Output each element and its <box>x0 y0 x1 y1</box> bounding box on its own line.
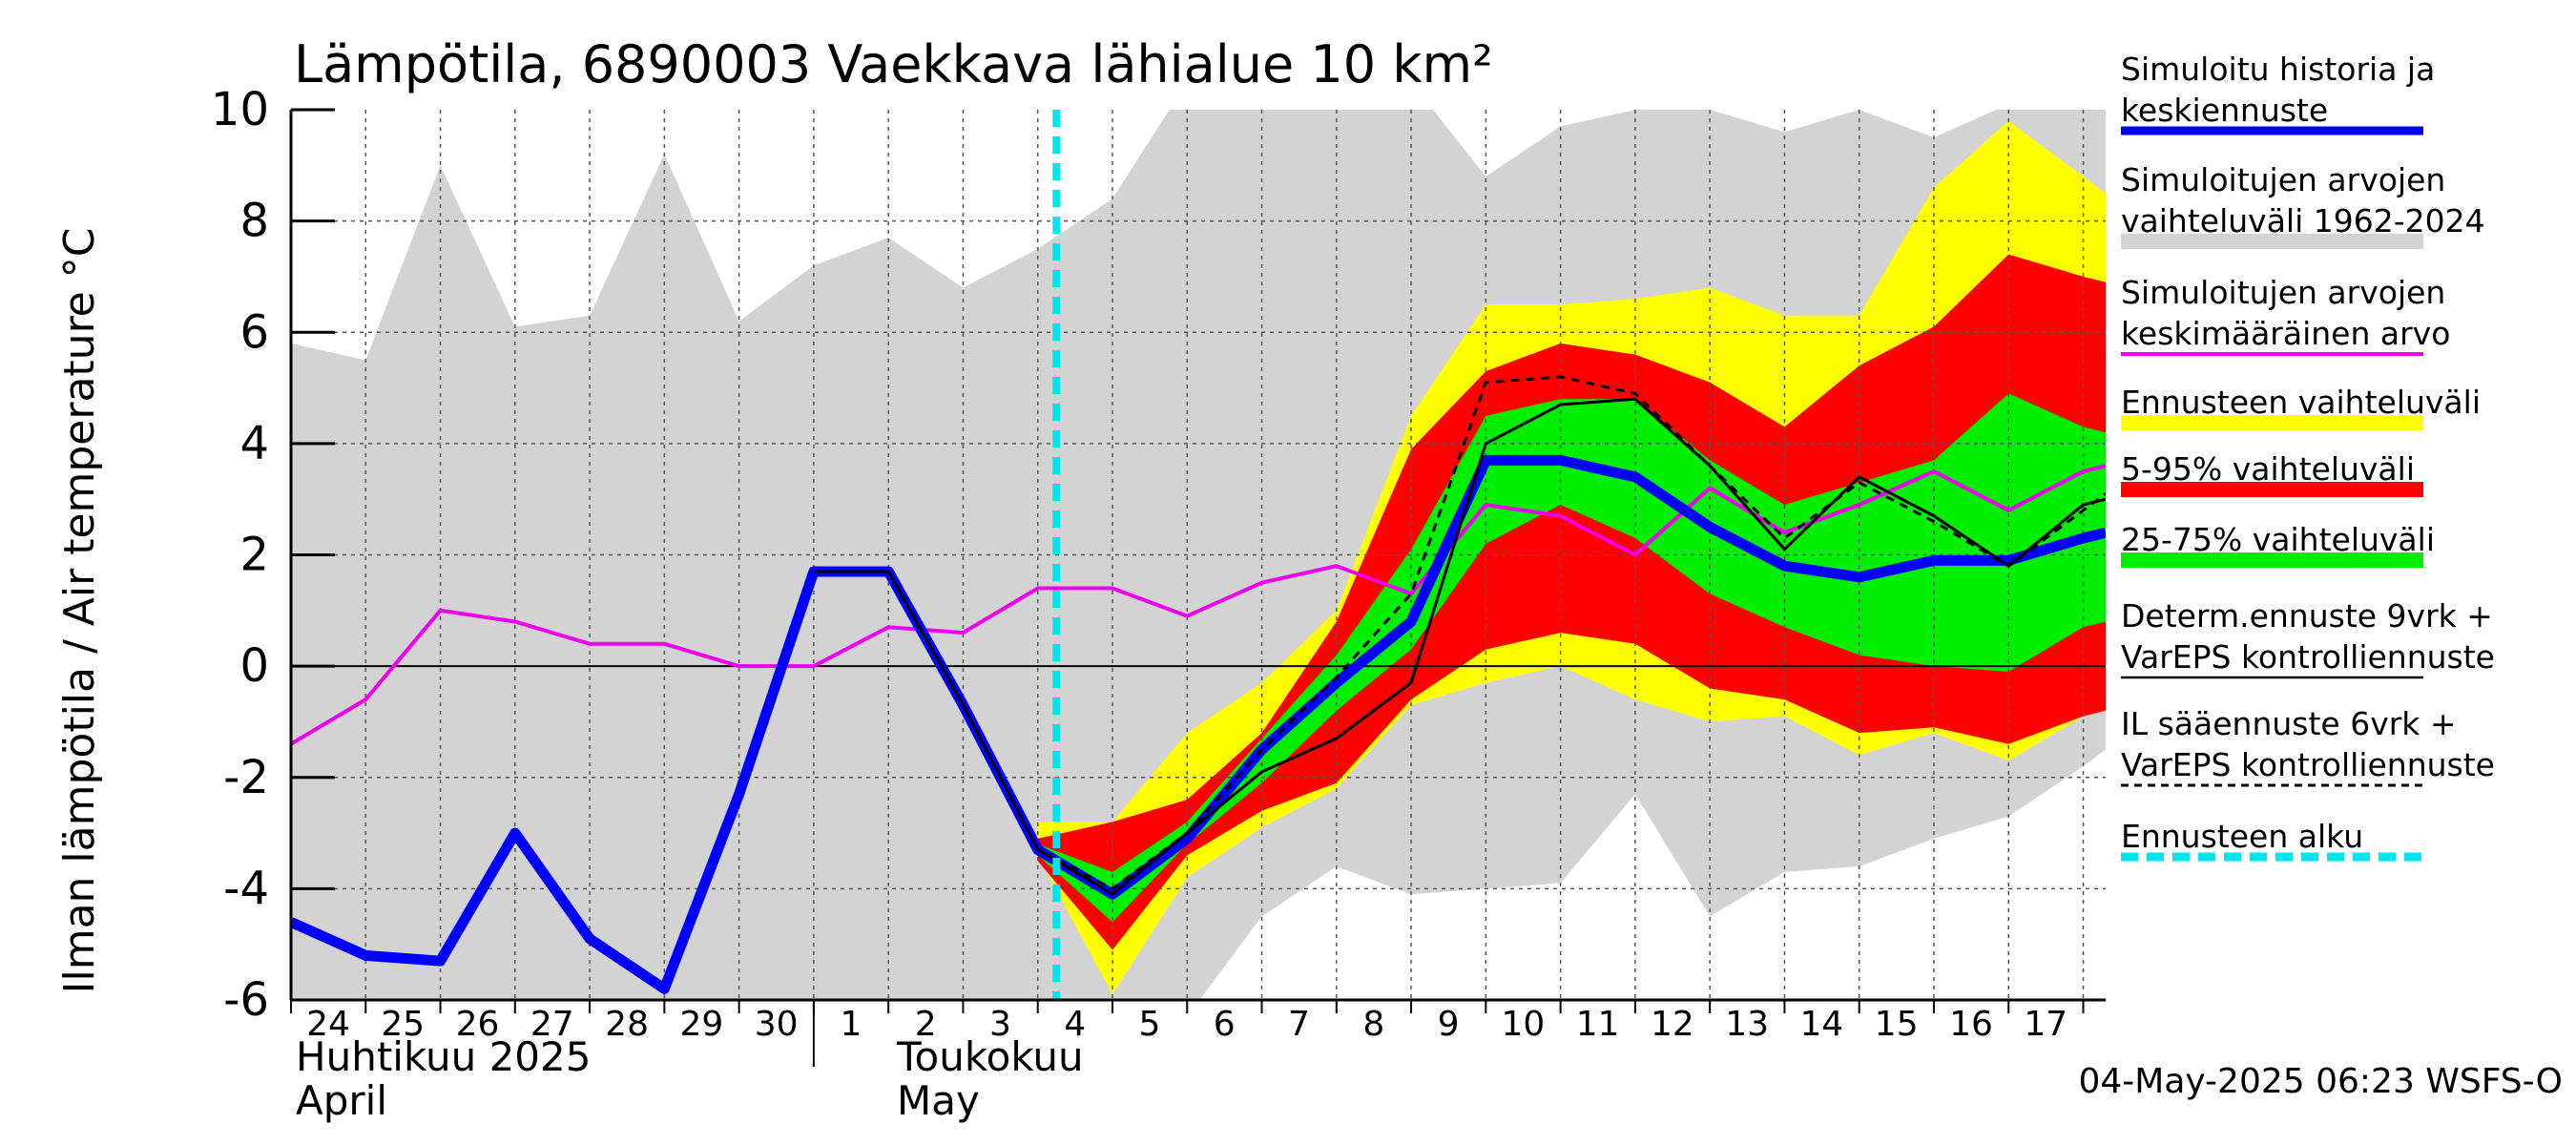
x-tick-label: 29 <box>679 1005 723 1044</box>
legend-item: Ennusteen vaihteluväli <box>2121 384 2481 430</box>
x-tick-label: 12 <box>1651 1005 1694 1044</box>
il-forecast-line <box>813 375 2106 891</box>
legend: Simuloitu historia jakeskiennusteSimuloi… <box>2121 51 2495 862</box>
month-label-april-en: April <box>296 1077 387 1124</box>
x-tick-label: 7 <box>1288 1005 1310 1044</box>
legend-label: IL sääennuste 6vrk + <box>2121 705 2457 742</box>
x-tick-label: 15 <box>1875 1005 1919 1044</box>
legend-swatch <box>2121 234 2423 249</box>
grid-layer <box>291 110 2106 1000</box>
footer-timestamp: 04-May-2025 06:23 WSFS-O <box>2078 1062 2563 1101</box>
x-tick-label: 28 <box>605 1005 649 1044</box>
x-tick-label: 14 <box>1800 1005 1844 1044</box>
legend-label: Simuloitujen arvojen <box>2121 161 2445 198</box>
x-tick-label: 3 <box>989 1005 1011 1044</box>
x-tick-label: 17 <box>2024 1005 2067 1044</box>
y-tick-label: 2 <box>239 529 269 582</box>
legend-item: Ennusteen alku <box>2121 818 2423 862</box>
y-tick-label: 8 <box>239 195 269 248</box>
legend-item: 5-95% vaihteluväli <box>2121 450 2423 497</box>
x-tick-label: 6 <box>1214 1005 1236 1044</box>
legend-label: 5-95% vaihteluväli <box>2121 450 2415 488</box>
y-tick-label: 0 <box>239 639 269 693</box>
lines-layer <box>291 110 2106 1000</box>
chart-title: Lämpötila, 6890003 Vaekkava lähialue 10 … <box>294 34 1493 94</box>
legend-item: Simuloitujen arvojen vaihteluväli 1962-20… <box>2121 161 2485 249</box>
x-tick-label: 13 <box>1725 1005 1769 1044</box>
plot-area <box>289 110 2106 1002</box>
legend-label: vaihteluväli 1962-2024 <box>2121 202 2485 239</box>
month-label-april-fi: Huhtikuu 2025 <box>296 1033 591 1080</box>
month-label-may-en: May <box>897 1077 980 1124</box>
legend-label: VarEPS kontrolliennuste <box>2121 746 2495 783</box>
legend-item: Simuloitu historia ja keskiennuste <box>2121 51 2435 135</box>
median-line <box>291 454 2106 994</box>
legend-swatch <box>2121 482 2423 497</box>
y-tick-label: 6 <box>239 305 269 359</box>
legend-item: IL sääennuste 6vrk + VarEPS kontrollienn… <box>2121 705 2495 787</box>
x-tick-label: 4 <box>1064 1005 1086 1044</box>
mean-line <box>291 464 2106 746</box>
y-tick-label: -4 <box>223 862 269 915</box>
p25-75-band <box>1037 393 2106 923</box>
y-tick-label: 10 <box>211 83 269 136</box>
p5-95-band <box>1037 254 2106 950</box>
legend-label: 25-75% vaihteluväli <box>2121 521 2435 558</box>
month-label-may-fi: Toukokuu <box>896 1033 1084 1080</box>
x-tick-label: 2 <box>915 1005 937 1044</box>
legend-label: keskimääräinen arvo <box>2121 315 2450 352</box>
x-tick-label: 16 <box>1949 1005 1993 1044</box>
y-axis: -6 -4 -2 0 2 4 6 8 10 <box>211 83 335 1027</box>
x-tick-label: 5 <box>1139 1005 1161 1044</box>
legend-label: Determ.ennuste 9vrk + <box>2121 597 2493 635</box>
x-tick-label: 1 <box>840 1005 862 1044</box>
x-axis: 24 25 26 27 28 29 30 1 2 3 4 5 6 7 8 9 10 11 12 13 14 15 16 17 <box>290 1000 2085 1067</box>
legend-label: Simuloitu historia ja <box>2121 51 2435 88</box>
x-tick-label: 9 <box>1438 1005 1460 1044</box>
y-tick-label: -2 <box>223 751 269 804</box>
x-tick-label: 27 <box>530 1005 574 1044</box>
determ-forecast-line <box>813 397 2106 897</box>
legend-label: Ennusteen alku <box>2121 818 2363 855</box>
legend-item: Simuloitujen arvojen keskimääräinen arvo <box>2121 274 2450 356</box>
x-tick-label: 10 <box>1501 1005 1545 1044</box>
x-tick-label: 25 <box>381 1005 425 1044</box>
x-tick-label: 11 <box>1576 1005 1620 1044</box>
legend-label: keskiennuste <box>2121 92 2328 129</box>
x-tick-label: 8 <box>1362 1005 1384 1044</box>
month-labels: Huhtikuu 2025 April Toukokuu May <box>296 1033 1084 1124</box>
legend-swatch <box>2121 415 2423 430</box>
y-axis-label: Ilman lämpötila / Air temperature °C <box>55 228 104 994</box>
legend-label: VarEPS kontrolliennuste <box>2121 638 2495 676</box>
legend-label: Simuloitujen arvojen <box>2121 274 2445 311</box>
legend-item: 25-75% vaihteluväli <box>2121 521 2435 568</box>
legend-label: Ennusteen vaihteluväli <box>2121 384 2481 421</box>
legend-swatch <box>2121 552 2423 568</box>
x-tick-label: 30 <box>755 1005 799 1044</box>
x-tick-label: 24 <box>306 1005 350 1044</box>
x-tick-label: 26 <box>456 1005 500 1044</box>
y-tick-label: 4 <box>239 417 269 470</box>
y-tick-label: -6 <box>223 973 269 1027</box>
legend-item: Determ.ennuste 9vrk +VarEPS kontrollienn… <box>2121 597 2495 679</box>
